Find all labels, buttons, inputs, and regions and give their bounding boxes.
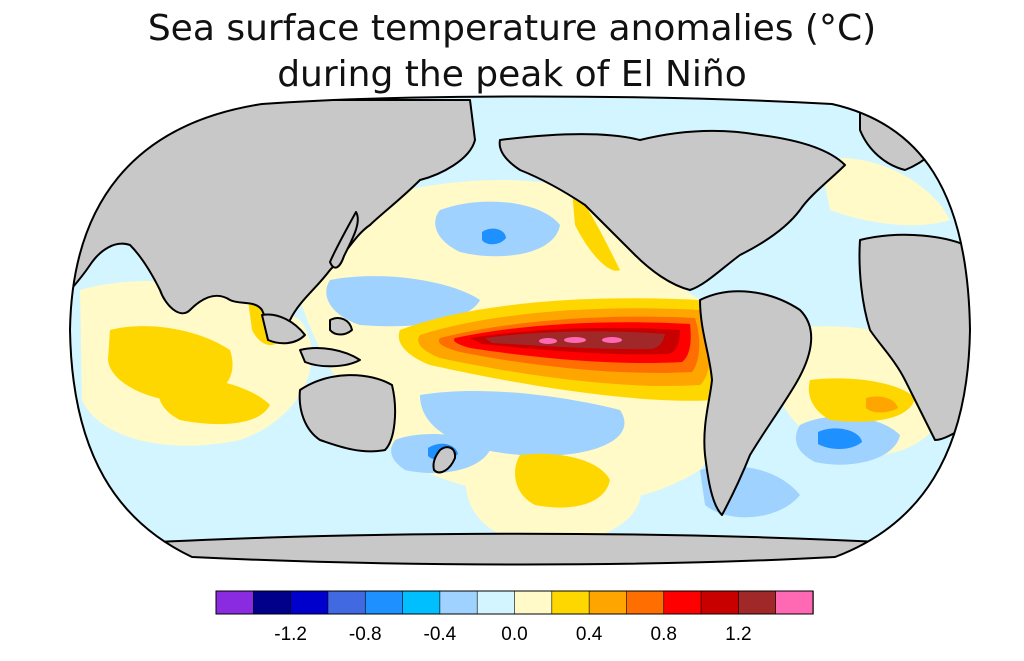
south-america	[699, 290, 813, 516]
australia	[298, 374, 397, 453]
colorbar-swatch	[215, 590, 255, 615]
north-america	[498, 129, 846, 291]
colorbar-swatch	[738, 590, 777, 615]
globe-outline	[68, 95, 972, 566]
colorbar-tick-label: 1.2	[725, 624, 751, 645]
colorbar-swatch	[476, 590, 516, 615]
map-title: Sea surface temperature anomalies (°C) d…	[0, 6, 1024, 98]
korea-japan	[329, 211, 359, 269]
colorbar-frame	[215, 590, 814, 615]
colorbar-tick-label: 0.0	[501, 624, 527, 645]
colorbar-swatch	[663, 590, 702, 615]
colorbar-tick-label: -0.4	[424, 624, 457, 645]
southeast-asia-islands	[261, 313, 361, 368]
colorbar: -1.2 -0.8 -0.4 0.0 0.4 0.8 1.2	[215, 590, 814, 645]
colorbar-tick-label: 0.4	[576, 624, 603, 645]
colorbar-tick-label: -0.8	[349, 624, 382, 645]
colorbar-swatch	[626, 590, 665, 615]
colorbar-swatch	[402, 590, 441, 615]
colorbar-ticks: -1.2 -0.8 -0.4 0.0 0.4 0.8 1.2	[274, 624, 751, 645]
title-line-1: Sea surface temperature anomalies (°C)	[147, 8, 877, 49]
colorbar-swatch	[290, 590, 329, 615]
colorbar-swatch	[439, 590, 478, 615]
map-body	[70, 96, 970, 565]
colorbar-swatch	[327, 590, 366, 615]
anomaly-moderate-positive	[108, 190, 915, 508]
colorbar-swatch	[514, 590, 553, 615]
anomaly-negative	[326, 201, 900, 518]
colorbar-swatch	[588, 590, 628, 615]
new-zealand	[432, 446, 457, 474]
eurasia	[70, 99, 476, 332]
colorbar-swatch	[775, 590, 814, 615]
colorbar-swatch	[364, 590, 404, 615]
colorbar-swatch	[253, 590, 292, 615]
colorbar-tick-label: 0.8	[651, 624, 677, 645]
colorbar-swatch	[700, 590, 740, 615]
title-line-2: during the peak of El Niño	[277, 54, 747, 95]
africa	[858, 233, 970, 441]
colorbar-swatches	[215, 590, 814, 615]
colorbar-swatch	[551, 590, 590, 615]
colorbar-tick-label: -1.2	[274, 624, 307, 645]
el-nino-tongue	[398, 298, 727, 401]
